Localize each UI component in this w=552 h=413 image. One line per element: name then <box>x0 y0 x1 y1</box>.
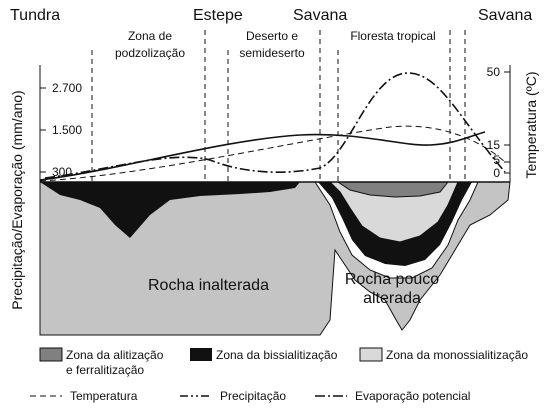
tick-label: 5 <box>493 153 500 167</box>
legend-swatch <box>359 347 383 362</box>
subzone-label: semideserto <box>239 46 305 60</box>
legend-label: Zona da alitização <box>66 348 164 362</box>
right-axis-label: Temperatura (ºC) <box>523 71 539 178</box>
tick-label: 300 <box>52 165 72 179</box>
rock-label: Rocha pouco <box>345 271 439 288</box>
legend-swatch <box>190 348 212 361</box>
zone-label: Savana <box>478 7 532 24</box>
rock-label: alterada <box>363 290 421 307</box>
zone-label: Tundra <box>10 7 60 24</box>
legend-label: Zona da monossialitização <box>386 348 528 362</box>
subzone-label: Deserto e <box>246 29 298 43</box>
solid-curve <box>39 131 486 181</box>
ticks <box>40 71 510 174</box>
rock-label: Rocha inalterada <box>148 277 269 294</box>
legend-label: Temperatura <box>70 389 138 403</box>
zone-label: Savana <box>293 7 347 24</box>
precipitation-curve <box>44 72 506 179</box>
tick-label: 15 <box>487 138 501 152</box>
tick-label: 2.700 <box>52 81 82 95</box>
tick-label: 50 <box>487 65 501 79</box>
subzone-label: Zona de <box>128 29 172 43</box>
legend-swatch <box>39 347 63 362</box>
legend-label: e ferralitização <box>66 363 144 377</box>
zone-label: Estepe <box>193 7 243 24</box>
legend-label: Zona da bissialitização <box>216 348 338 362</box>
temperature-curve <box>39 125 506 182</box>
legend-label: Evaporação potencial <box>355 389 470 403</box>
tick-label: 1.500 <box>52 123 82 137</box>
zone-dividers <box>91 30 466 182</box>
monossialitization <box>328 181 459 243</box>
bissialitization-left <box>40 182 300 238</box>
left-axis-label: Precipitação/Evaporação (mm/ano) <box>9 90 25 309</box>
subzone-label: podzolização <box>115 46 185 60</box>
tick-label: 0 <box>493 166 500 180</box>
alitization <box>336 181 450 198</box>
subzone-label: Floresta tropical <box>350 29 435 43</box>
legend-label: Precipitação <box>220 389 286 403</box>
